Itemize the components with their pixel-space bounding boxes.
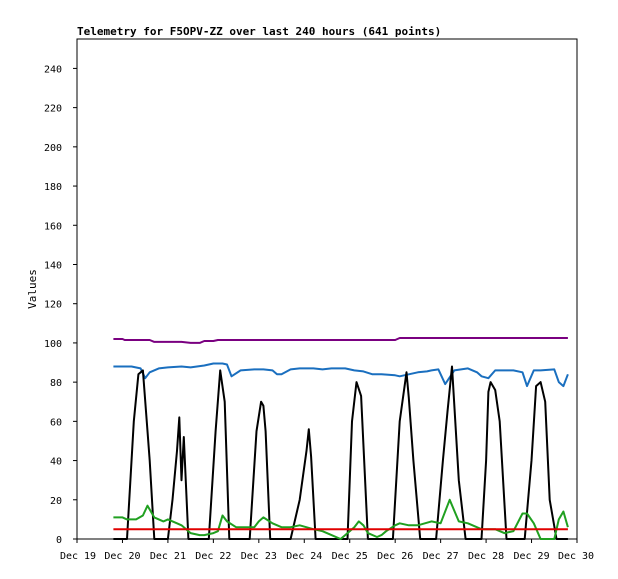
y-tick-label: 220 (44, 104, 62, 115)
x-tick-label: Dec 22 (195, 551, 231, 562)
y-tick-label: 200 (44, 143, 62, 154)
x-tick-label: Dec 28 (468, 551, 504, 562)
y-tick-label: 240 (44, 64, 62, 75)
y-tick-label: 120 (44, 300, 62, 311)
x-tick-label: Dec 25 (332, 551, 368, 562)
x-tick-label: Dec 20 (104, 551, 140, 562)
y-tick-label: 160 (44, 221, 62, 232)
y-tick-label: 60 (50, 417, 62, 428)
x-tick-label: Dec 21 (150, 551, 186, 562)
x-tick-label: Dec 30 (558, 551, 594, 562)
y-tick-label: 180 (44, 182, 62, 193)
x-tick-label: Dec 19 (60, 551, 96, 562)
y-axis-label: Values (26, 269, 39, 309)
series-lines (113, 337, 569, 540)
series-line-3 (113, 498, 569, 540)
x-tick-label: Dec 27 (423, 551, 459, 562)
x-axis-ticks: Dec 19 Dec 20 Dec 21 Dec 22 Dec 23 Dec 24 Dec … (60, 539, 594, 562)
y-tick-label: 80 (50, 378, 62, 389)
series-line-2 (113, 365, 568, 540)
x-tick-label: Dec 23 (241, 551, 277, 562)
y-tick-label: 0 (56, 535, 62, 546)
y-tick-label: 100 (44, 339, 62, 350)
series-line-1 (113, 362, 569, 388)
x-tick-label: Dec 26 (377, 551, 413, 562)
y-tick-label: 40 (50, 457, 62, 468)
series-line-0 (113, 337, 568, 344)
y-axis-ticks: 0 20 40 60 80 100 120 140 160 180 200 220 240 (44, 64, 77, 546)
x-tick-label: Dec 24 (286, 551, 322, 562)
chart-title: Telemetry for F5OPV-ZZ over last 240 hou… (77, 25, 441, 38)
x-tick-label: Dec 29 (513, 551, 549, 562)
y-tick-label: 140 (44, 260, 62, 271)
y-tick-label: 20 (50, 496, 62, 507)
